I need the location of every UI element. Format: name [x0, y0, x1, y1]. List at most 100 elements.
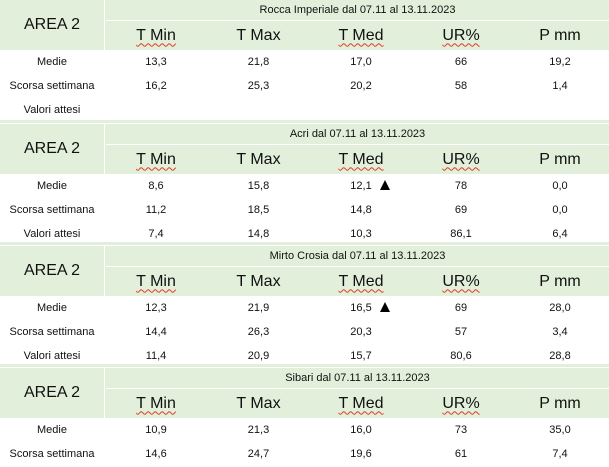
- table-cell: 73: [454, 424, 468, 436]
- column-header: T Med: [311, 267, 411, 296]
- table-cell: 80,6: [450, 350, 472, 362]
- table-cell: 66: [454, 56, 468, 68]
- table-cell: 7,4: [148, 228, 164, 240]
- column-header: P mm: [511, 389, 609, 418]
- table-cell: 16,0: [350, 424, 372, 436]
- table-cell: 1,4: [552, 80, 568, 92]
- column-header-label: T Max: [236, 272, 281, 290]
- row-label: Medie: [37, 56, 67, 68]
- table-cell: 0,0: [552, 180, 568, 192]
- table-cell: 19,6: [350, 448, 372, 460]
- table-cell: 13,3: [145, 56, 167, 68]
- table-cell: 8,6: [148, 180, 164, 192]
- table-cell: 21,3: [247, 424, 270, 436]
- column-header-label: T Max: [236, 394, 281, 412]
- area-label: AREA 2: [0, 368, 105, 418]
- area-label: AREA 2: [0, 0, 105, 50]
- table-cell: 14,4: [145, 326, 167, 338]
- station-header: AREA 2 Mirto Crosia dal 07.11 al 13.11.20…: [0, 246, 609, 296]
- table-cell: 14,8: [247, 228, 270, 240]
- column-header: UR%: [411, 267, 511, 296]
- table-cell: 11,2: [145, 204, 167, 216]
- table-row: Medie 13,3 21,8 17,0 66 19,2: [0, 50, 609, 74]
- column-headers: T Min T Max T Med UR% P mm: [106, 389, 609, 418]
- station-block: AREA 2 Mirto Crosia dal 07.11 al 13.11.20…: [0, 246, 609, 368]
- column-header: T Med: [311, 389, 411, 418]
- column-header-label: P mm: [539, 394, 581, 412]
- section-divider: [0, 120, 609, 123]
- table-row: Medie 10,9 21,3 16,0 73 35,0: [0, 418, 609, 442]
- column-header: T Max: [206, 267, 311, 296]
- table-cell: 15,7: [350, 350, 372, 362]
- station-block: AREA 2 Rocca Imperiale dal 07.11 al 13.11…: [0, 0, 609, 122]
- up-triangle-icon: [380, 302, 390, 312]
- table-cell: 16,5: [350, 302, 372, 314]
- table-cell: 58: [454, 80, 468, 92]
- table-row: Medie 12,3 21,9 16,5 69 28,0: [0, 296, 609, 320]
- row-label: Valori attesi: [23, 350, 81, 362]
- station-header: AREA 2 Rocca Imperiale dal 07.11 al 13.11…: [0, 0, 609, 50]
- station-title: Mirto Crosia dal 07.11 al 13.11.2023: [106, 246, 609, 267]
- column-header: T Max: [206, 145, 311, 174]
- column-header-label: T Min: [136, 150, 176, 168]
- table-cell: 14,8: [350, 204, 372, 216]
- column-header-label: UR%: [442, 394, 480, 412]
- station-title: Sibari dal 07.11 al 13.11.2023: [106, 368, 609, 389]
- table-cell: 11,4: [145, 350, 167, 362]
- table-cell: 20,9: [247, 350, 270, 362]
- table-row: Valori attesi 7,4 14,8 10,3 86,1 6,4: [0, 222, 609, 246]
- table-cell: [106, 98, 206, 122]
- row-label: Medie: [37, 302, 67, 314]
- table-cell: 18,5: [247, 204, 270, 216]
- table-cell: 17,0: [350, 56, 372, 68]
- column-header-label: T Med: [338, 272, 384, 290]
- table-cell: 20,3: [350, 326, 372, 338]
- station-title: Rocca Imperiale dal 07.11 al 13.11.2023: [106, 0, 609, 21]
- table-cell: 86,1: [450, 228, 472, 240]
- table-cell: 69: [454, 204, 468, 216]
- table-row: Scorsa settimana 11,2 18,5 14,8 69 0,0: [0, 198, 609, 222]
- column-header-label: UR%: [442, 26, 480, 44]
- station-title: Acri dal 07.11 al 13.11.2023: [106, 124, 609, 145]
- table-cell: 19,2: [549, 56, 571, 68]
- section-divider: [0, 242, 609, 245]
- column-header-label: T Max: [236, 150, 281, 168]
- column-header: P mm: [511, 267, 609, 296]
- column-header: T Min: [106, 267, 206, 296]
- table-cell: [311, 98, 411, 122]
- column-header: P mm: [511, 145, 609, 174]
- column-headers: T Min T Max T Med UR% P mm: [106, 145, 609, 174]
- row-label: Scorsa settimana: [9, 326, 95, 338]
- table-row: Scorsa settimana 14,4 26,3 20,3 57 3,4: [0, 320, 609, 344]
- table-cell: 21,9: [247, 302, 270, 314]
- column-header-label: T Med: [338, 26, 384, 44]
- row-label: Medie: [37, 180, 67, 192]
- column-header-label: P mm: [539, 150, 581, 168]
- station-block: AREA 2 Acri dal 07.11 al 13.11.2023 T Min T…: [0, 124, 609, 246]
- station-header: AREA 2 Acri dal 07.11 al 13.11.2023 T Min T…: [0, 124, 609, 174]
- table-row: Scorsa settimana 16,2 25,3 20,2 58 1,4: [0, 74, 609, 98]
- column-header: P mm: [511, 21, 609, 50]
- area-label: AREA 2: [0, 246, 105, 296]
- row-label: Valori attesi: [23, 228, 81, 240]
- column-header-label: P mm: [539, 272, 581, 290]
- column-header: UR%: [411, 389, 511, 418]
- row-label: Scorsa settimana: [9, 448, 95, 460]
- column-header: T Min: [106, 145, 206, 174]
- column-header-label: T Min: [136, 26, 176, 44]
- column-header-label: T Min: [136, 272, 176, 290]
- table-cell: 69: [454, 302, 468, 314]
- column-header-label: T Min: [136, 394, 176, 412]
- column-header-label: UR%: [442, 150, 480, 168]
- row-label: Scorsa settimana: [9, 80, 95, 92]
- table-row: Medie 8,6 15,8 12,1 78 0,0: [0, 174, 609, 198]
- table-cell: 25,3: [247, 80, 270, 92]
- table-cell: 7,4: [552, 448, 568, 460]
- table-cell: 10,9: [145, 424, 167, 436]
- row-label: Scorsa settimana: [9, 204, 95, 216]
- table-cell: [411, 98, 511, 122]
- table-cell: 57: [454, 326, 468, 338]
- table-cell: 78: [454, 180, 468, 192]
- column-header: T Med: [311, 145, 411, 174]
